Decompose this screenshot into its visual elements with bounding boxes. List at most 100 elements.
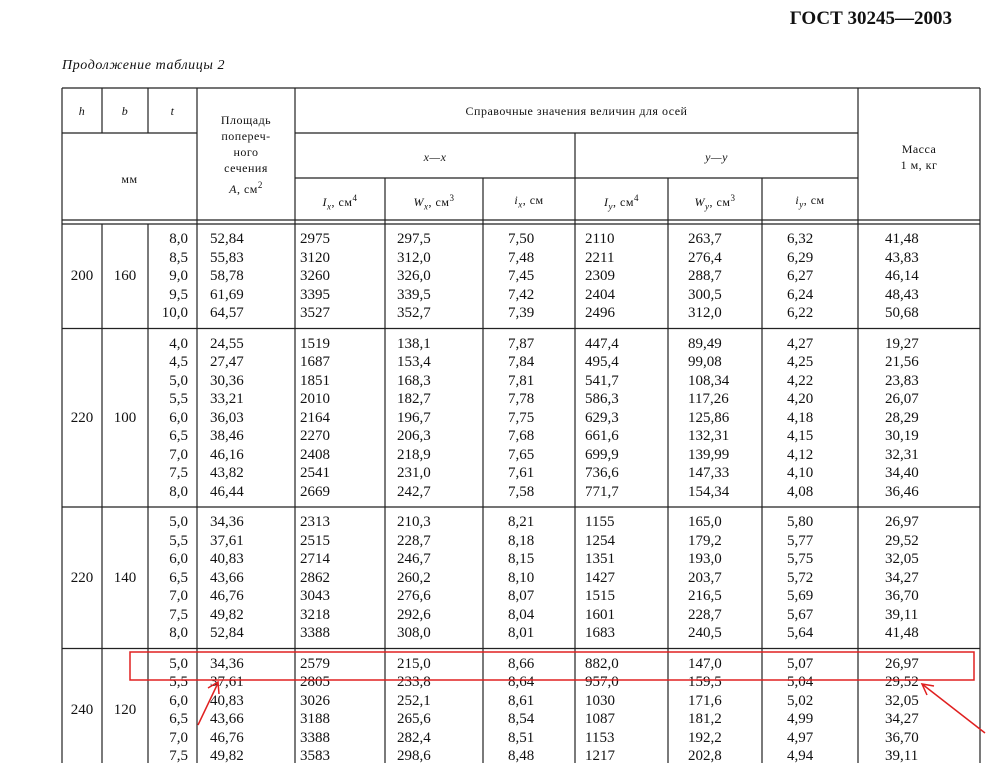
cell-value: 9,0 (169, 268, 188, 284)
cell-value: 282,4 (397, 729, 431, 746)
cell-value: 1851 (300, 372, 330, 389)
cell-value: 2404 (585, 286, 615, 303)
cell-value: 8,0 (169, 231, 188, 247)
header-area: ного (233, 145, 259, 159)
cell-value: 29,52 (885, 674, 919, 690)
cell-value: 7,75 (508, 409, 535, 426)
cell-value: 447,4 (585, 335, 619, 352)
cell-value: 1254 (585, 532, 615, 549)
cell-value: 7,39 (508, 305, 535, 321)
cell-value: 5,5 (169, 674, 188, 690)
cell-value: 30,36 (210, 372, 244, 389)
cell-value: 34,27 (885, 711, 919, 727)
cell-value: 218,9 (397, 446, 431, 463)
cell-value: 32,05 (885, 551, 919, 567)
cell-value: 43,83 (885, 249, 919, 266)
cell-value: 9,5 (169, 286, 188, 303)
cell-value: 38,46 (210, 428, 244, 444)
cell-value: 192,2 (688, 729, 722, 746)
exponent: 4 (633, 193, 639, 203)
header-area-symbol: A, см2 (197, 180, 295, 197)
cell-value: 288,7 (688, 268, 722, 284)
cell-value: 252,1 (397, 692, 431, 709)
cell-value: 2579 (300, 655, 330, 672)
cell-value: 7,0 (169, 446, 188, 463)
cell-value: 7,58 (508, 483, 535, 500)
cell-value: 233,8 (397, 674, 431, 690)
cell-value: 154,34 (688, 483, 730, 500)
cell-value: 32,31 (885, 446, 919, 463)
cell-value: 7,50 (508, 231, 535, 247)
cell-value: 246,7 (397, 551, 431, 567)
cell-value: 48,43 (885, 286, 919, 303)
cell-value: 771,7 (585, 483, 619, 500)
cell-value: 52,84 (210, 625, 244, 641)
cell-value: 4,10 (787, 465, 814, 481)
cell-value: 108,34 (688, 372, 730, 389)
cell-value: 1087 (585, 711, 615, 727)
cell-value: 41,48 (885, 625, 919, 641)
cell-b: 140 (113, 569, 137, 586)
cell-value: 34,36 (210, 514, 244, 530)
unit: , см (428, 195, 450, 209)
cell-value: 50,68 (885, 305, 919, 321)
unit: , см (803, 193, 825, 207)
subscript: x (518, 199, 523, 210)
cell-value: 4,12 (787, 446, 814, 463)
subscript: x (424, 201, 429, 212)
cell-value: 26,07 (885, 391, 919, 407)
cell-value: 28,29 (885, 409, 919, 426)
cell-value: 61,69 (210, 286, 244, 303)
cell-value: 5,07 (787, 655, 814, 672)
exponent: 2 (257, 180, 263, 190)
cell-value: 6,5 (169, 428, 188, 444)
unit: , см (522, 193, 544, 207)
cell-value: 19,27 (885, 335, 919, 352)
cell-value: 132,31 (688, 428, 730, 444)
exponent: 3 (730, 193, 736, 203)
cell-value: 3043 (300, 588, 330, 604)
header-area: попереч- (221, 129, 271, 143)
cell-value: 6,0 (169, 551, 188, 567)
exponent: 3 (449, 193, 455, 203)
cell-value: 8,07 (508, 588, 535, 604)
cell-value: 276,4 (688, 249, 722, 266)
cell-value: 7,61 (508, 465, 535, 481)
cell-value: 4,97 (787, 729, 814, 746)
cell-value: 228,7 (688, 606, 722, 623)
cell-value: 7,81 (508, 372, 535, 389)
cell-value: 2714 (300, 551, 330, 567)
cell-value: 26,97 (885, 514, 919, 530)
cell-value: 203,7 (688, 569, 722, 586)
cell-value: 6,29 (787, 249, 814, 266)
header-col: ix, см (483, 193, 575, 209)
cell-value: 4,25 (787, 354, 814, 370)
cell-value: 52,84 (210, 231, 244, 247)
cell-value: 40,83 (210, 692, 244, 709)
cell-value: 5,75 (787, 551, 814, 567)
cell-value: 33,21 (210, 391, 244, 407)
cell-value: 3388 (300, 625, 330, 641)
cell-value: 41,48 (885, 231, 919, 247)
cell-value: 298,6 (397, 748, 431, 764)
cell-value: 40,83 (210, 551, 244, 567)
cell-value: 147,33 (688, 465, 730, 481)
symbol: I (604, 195, 609, 209)
cell-value: 55,83 (210, 249, 244, 266)
cell-value: 10,0 (161, 305, 188, 321)
cell-value: 3260 (300, 268, 330, 284)
cell-value: 49,82 (210, 606, 244, 623)
cell-value: 46,16 (210, 446, 244, 463)
cell-value: 1683 (585, 625, 615, 641)
cell-value: 541,7 (585, 372, 619, 389)
cell-value: 4,08 (787, 483, 814, 500)
cell-value: 1030 (585, 692, 615, 709)
header-col: iy, см (762, 193, 858, 209)
cell-value: 171,6 (688, 692, 722, 709)
cell-value: 7,87 (508, 335, 535, 352)
cell-value: 6,5 (169, 711, 188, 727)
cell-value: 1519 (300, 335, 330, 352)
cell-value: 8,48 (508, 748, 535, 764)
cell-value: 3188 (300, 711, 330, 727)
